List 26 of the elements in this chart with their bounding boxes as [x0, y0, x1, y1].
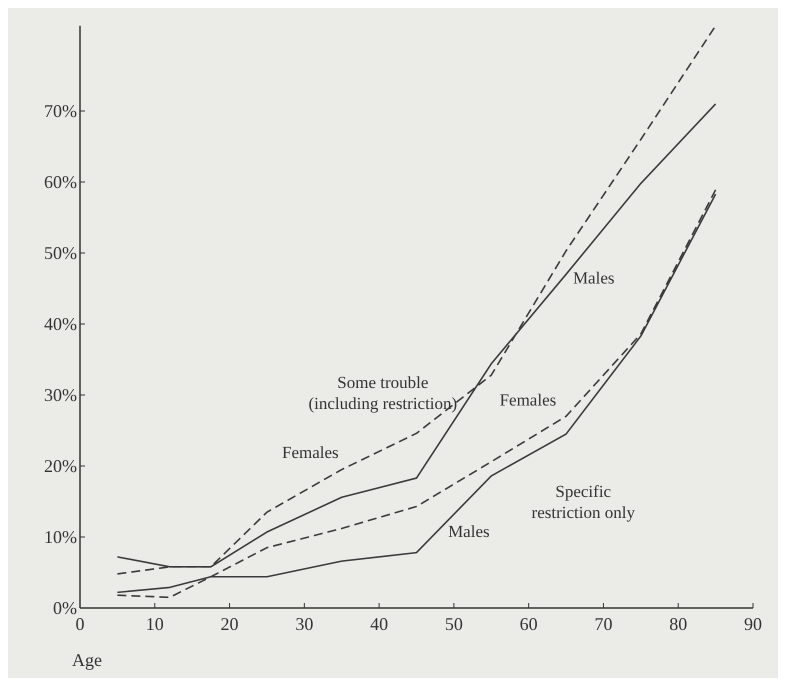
x-tick-label: 20	[220, 614, 239, 634]
y-tick-label: 20%	[44, 456, 77, 476]
x-tick-label: 80	[669, 614, 688, 634]
x-tick-label: 0	[76, 614, 84, 634]
x-tick-label: 70	[594, 614, 612, 634]
series-label: Males	[572, 268, 614, 288]
x-tick-label: 50	[444, 614, 463, 634]
line-series	[116, 25, 716, 575]
x-axis-title: Age	[72, 650, 102, 670]
y-tick-label: 50%	[44, 243, 77, 263]
x-tick-label: 90	[744, 614, 762, 634]
y-tick-label: 0%	[53, 598, 77, 618]
x-tick-label: 30	[295, 614, 314, 634]
x-tick-label: 60	[520, 614, 538, 634]
series-label: Females	[500, 390, 556, 410]
x-tick-label: 10	[146, 614, 164, 634]
y-tick-label: 30%	[44, 385, 77, 405]
y-tick-label: 70%	[44, 101, 77, 121]
annotation: Some trouble (including restriction)	[308, 372, 458, 413]
annotation: Specific restriction only	[532, 482, 636, 522]
y-tick-label: 40%	[44, 314, 77, 334]
x-tick-label: 40	[370, 614, 388, 634]
y-tick-label: 10%	[44, 527, 77, 547]
series-label: Males	[448, 522, 490, 541]
y-tick-label: 60%	[44, 172, 77, 192]
series-label: Females	[282, 443, 339, 462]
